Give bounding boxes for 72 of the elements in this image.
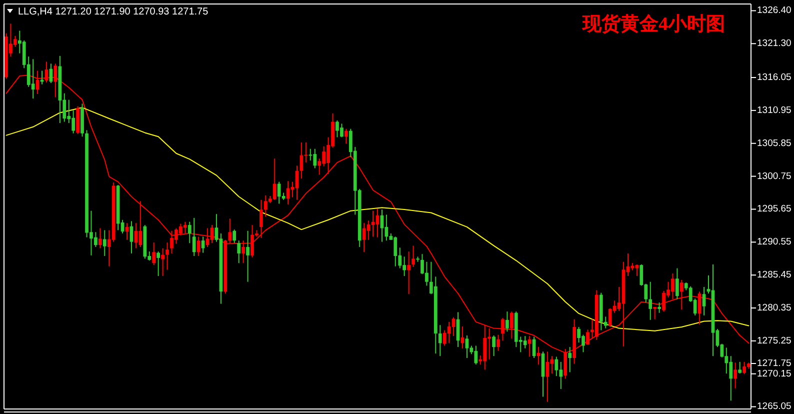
candlestick bbox=[260, 199, 263, 238]
candlestick bbox=[648, 281, 652, 320]
candlestick bbox=[676, 268, 679, 300]
candlestick bbox=[680, 279, 684, 310]
candlestick bbox=[196, 236, 200, 257]
y-tick-label: 1321.30 bbox=[757, 38, 792, 50]
candlestick bbox=[304, 142, 308, 163]
candlestick bbox=[474, 345, 478, 365]
y-tick-label: 1305.85 bbox=[757, 138, 792, 149]
annotation: LLG,H4 1271.20 1271.90 1270.93 1271.75 bbox=[18, 6, 209, 18]
candlestick bbox=[286, 180, 290, 205]
candlestick bbox=[501, 317, 504, 342]
candlestick bbox=[277, 181, 281, 204]
candlestick bbox=[228, 218, 232, 244]
candlestick bbox=[366, 220, 370, 240]
candlestick bbox=[586, 329, 590, 345]
candlestick bbox=[412, 245, 415, 268]
y-tick-label: 1275.25 bbox=[757, 335, 792, 346]
candlestick bbox=[442, 330, 446, 346]
candlestick bbox=[188, 221, 192, 244]
candlestick bbox=[246, 230, 250, 282]
candlestick bbox=[237, 240, 241, 264]
candlestick bbox=[568, 346, 572, 373]
candlestick bbox=[344, 128, 348, 144]
candlestick bbox=[635, 264, 639, 277]
candlestick bbox=[407, 250, 410, 295]
y-tick-label: 1295.65 bbox=[757, 204, 792, 215]
candlestick bbox=[183, 221, 187, 234]
candlestick bbox=[492, 334, 496, 357]
candlestick bbox=[510, 311, 514, 340]
candlestick bbox=[206, 228, 210, 248]
candlestick bbox=[554, 356, 558, 377]
y-tick-label: 1290.55 bbox=[757, 236, 792, 248]
candlestick bbox=[465, 334, 469, 359]
candlestick bbox=[608, 308, 612, 328]
candlestick bbox=[210, 224, 214, 244]
text: 现货黄金4小时图 bbox=[582, 13, 725, 35]
candlestick bbox=[658, 302, 661, 314]
y-tick-label: 1300.75 bbox=[757, 170, 792, 182]
candlestick bbox=[452, 316, 456, 337]
candlestick bbox=[272, 158, 276, 200]
candlestick bbox=[380, 209, 384, 242]
candlestick bbox=[738, 361, 742, 374]
candlestick bbox=[102, 230, 106, 257]
candlestick bbox=[438, 324, 442, 357]
candlestick bbox=[31, 58, 35, 100]
candlestick bbox=[506, 311, 509, 332]
candlestick bbox=[152, 242, 156, 266]
candlestick bbox=[192, 217, 196, 257]
candlestick bbox=[232, 229, 236, 244]
y-tick-label: 1285.45 bbox=[757, 270, 792, 281]
y-tick-label: 1270.15 bbox=[757, 368, 792, 380]
y-tick-label: 1271.75 bbox=[757, 358, 792, 369]
candlestick bbox=[734, 362, 738, 389]
candlestick bbox=[496, 334, 500, 352]
y-tick-label: 1280.35 bbox=[757, 302, 792, 314]
y-tick-label: 1326.40 bbox=[757, 5, 792, 16]
candlestick bbox=[242, 240, 245, 264]
y-tick-label: 1310.95 bbox=[757, 104, 792, 116]
candlestick bbox=[362, 222, 366, 253]
candlestick bbox=[98, 228, 102, 249]
candlestick bbox=[702, 286, 706, 316]
candlestick bbox=[166, 242, 169, 270]
y-tick-label: 1316.05 bbox=[757, 72, 792, 84]
candlestick bbox=[523, 336, 527, 349]
candlestick bbox=[161, 248, 164, 277]
candlestick bbox=[201, 236, 205, 254]
line-series bbox=[6, 107, 750, 332]
candlestick bbox=[653, 306, 657, 320]
candlestick bbox=[604, 316, 608, 329]
y-tick-label: 1265.05 bbox=[757, 401, 792, 412]
candlestick bbox=[156, 250, 160, 277]
